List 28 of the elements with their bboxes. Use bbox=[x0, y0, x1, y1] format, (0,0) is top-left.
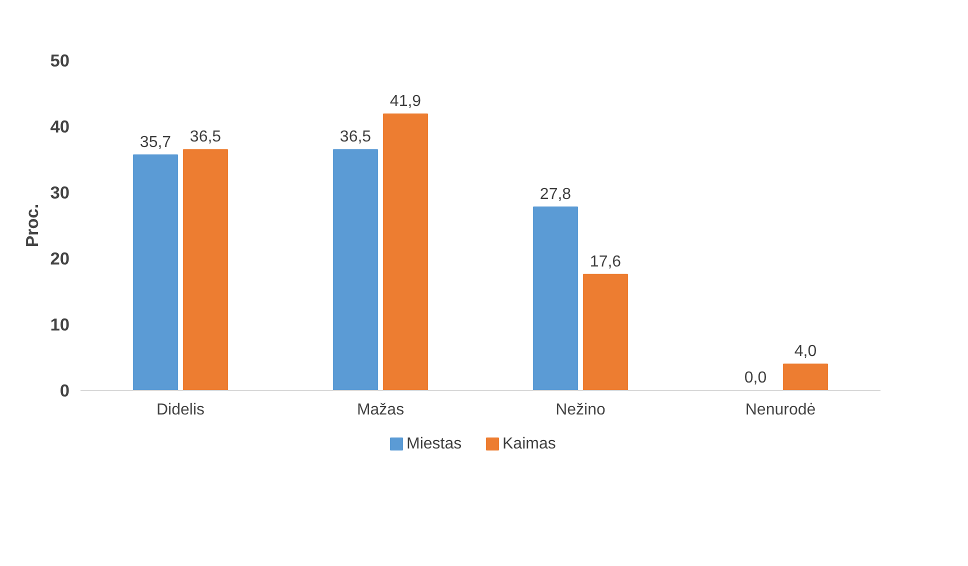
y-axis-title: Proc. bbox=[22, 204, 42, 248]
data-label: 36,5 bbox=[190, 128, 222, 146]
data-label: 4,0 bbox=[794, 343, 817, 360]
y-tick-label: 0 bbox=[60, 380, 70, 400]
bar bbox=[783, 364, 828, 390]
data-label: 27,8 bbox=[540, 186, 572, 204]
y-tick-label: 10 bbox=[50, 314, 70, 334]
bar bbox=[133, 154, 178, 390]
data-label: 41,9 bbox=[390, 92, 422, 110]
data-label: 0,0 bbox=[744, 370, 767, 386]
bar bbox=[333, 149, 378, 390]
x-tick-label: Nenurodė bbox=[745, 402, 816, 418]
data-label: 36,5 bbox=[340, 128, 372, 146]
y-tick-label: 40 bbox=[50, 116, 70, 136]
y-tick-label: 30 bbox=[50, 182, 70, 202]
bar bbox=[183, 149, 228, 390]
x-tick-label: Nežino bbox=[556, 402, 606, 418]
y-tick-label: 50 bbox=[50, 50, 70, 70]
bar bbox=[533, 206, 578, 390]
bar bbox=[583, 274, 628, 390]
data-label: 17,6 bbox=[590, 253, 622, 270]
x-tick-label: Mažas bbox=[356, 402, 404, 418]
data-label: 35,7 bbox=[140, 134, 172, 151]
bar bbox=[383, 113, 428, 390]
y-tick-label: 20 bbox=[50, 248, 70, 268]
x-tick-label: Didelis bbox=[156, 402, 205, 418]
legend-label: Kaimas bbox=[502, 436, 556, 452]
legend-label: Miestas bbox=[406, 436, 462, 452]
